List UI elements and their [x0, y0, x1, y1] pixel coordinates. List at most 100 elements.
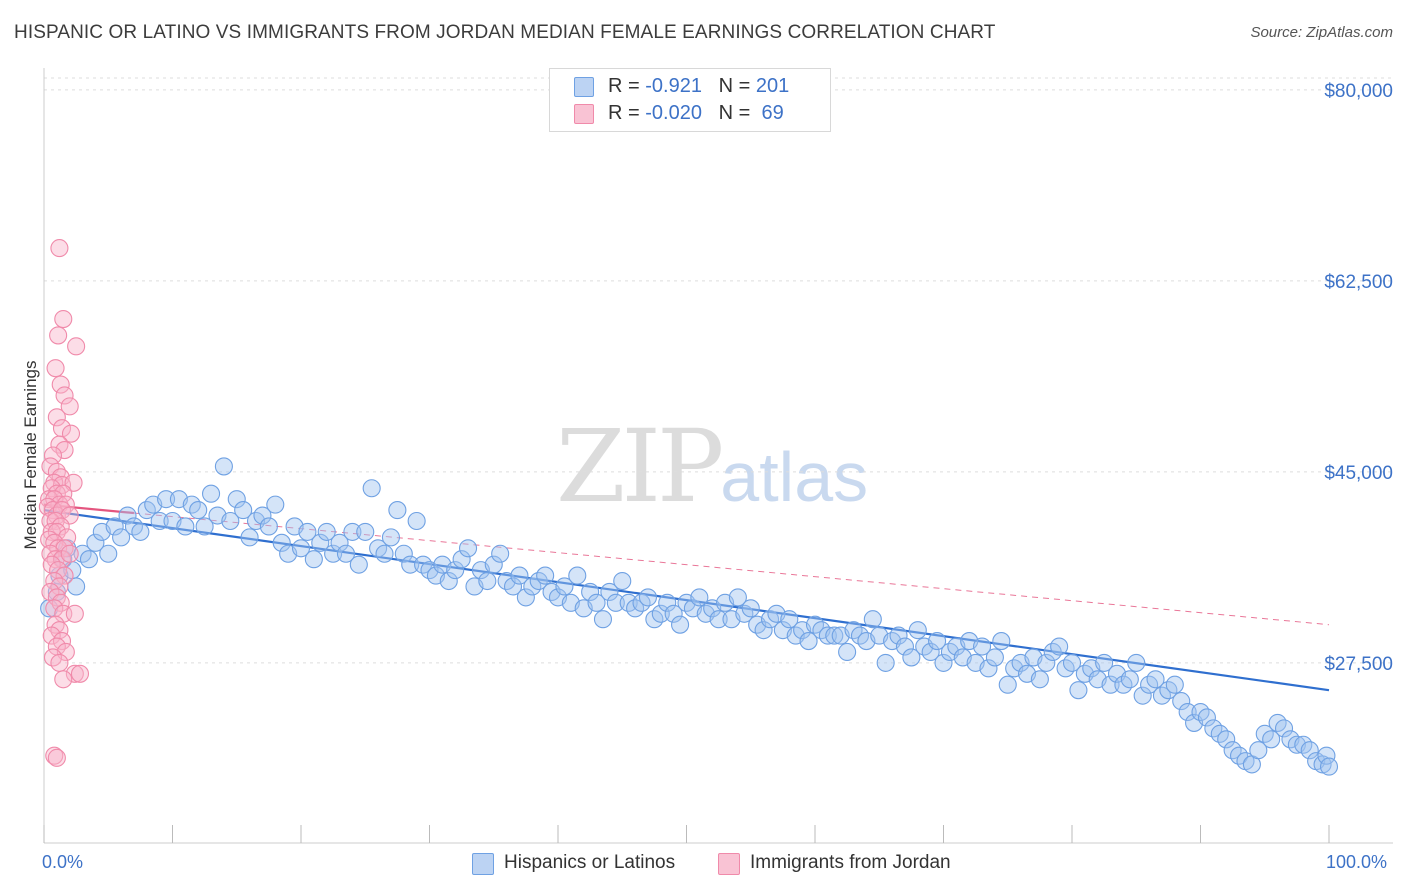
point-hispanic-79	[536, 566, 555, 585]
point-jordan-65	[65, 664, 84, 683]
point-hispanic-26	[195, 517, 214, 536]
point-hispanic-9	[86, 533, 105, 552]
point-hispanic-48	[336, 544, 356, 563]
point-hispanic-167	[1101, 675, 1120, 694]
point-jordan-56	[65, 604, 84, 623]
point-hispanic-44	[311, 533, 330, 552]
point-jordan-2	[49, 326, 68, 345]
x-tick-label-min: 0.0%	[42, 852, 84, 872]
point-jordan-3	[67, 337, 86, 356]
point-hispanic-37	[266, 495, 285, 514]
chart-source: Source: ZipAtlas.com	[1250, 24, 1393, 41]
point-hispanic-91	[613, 571, 632, 591]
y-tick-label-45000: $45,000	[1324, 463, 1393, 484]
point-hispanic-36	[259, 517, 278, 536]
point-hispanic-126	[838, 642, 857, 662]
point-hispanic-139	[921, 642, 940, 662]
point-hispanic-156	[1030, 670, 1049, 689]
point-hispanic-151	[998, 675, 1017, 694]
series-swatch-blue	[472, 853, 494, 875]
data-points	[38, 239, 1339, 776]
point-hispanic-49	[343, 522, 362, 541]
point-hispanic-11	[99, 544, 118, 563]
point-hispanic-35	[253, 506, 272, 525]
point-hispanic-41	[291, 539, 311, 558]
point-hispanic-33	[240, 528, 259, 547]
point-hispanic-194	[1274, 719, 1294, 738]
point-hispanic-103	[690, 588, 709, 607]
y-axis-label-wrap: Median Female Earnings	[16, 300, 46, 620]
point-hispanic-54	[375, 544, 394, 563]
point-hispanic-27	[202, 484, 221, 503]
point-hispanic-99	[664, 604, 683, 623]
y-axis-label: Median Female Earnings	[21, 360, 40, 550]
point-hispanic-25	[189, 501, 208, 520]
point-hispanic-86	[581, 582, 600, 601]
point-jordan-68	[45, 746, 64, 765]
point-hispanic-123	[818, 626, 837, 645]
point-hispanic-185	[1217, 730, 1236, 749]
point-hispanic-177	[1165, 675, 1184, 694]
series-swatch-pink	[718, 853, 740, 875]
point-hispanic-71	[484, 555, 503, 574]
legend-swatch-blue	[574, 77, 594, 97]
point-hispanic-97	[651, 604, 670, 623]
point-jordan-69	[47, 748, 66, 767]
point-jordan-0	[50, 239, 69, 258]
point-hispanic-8	[79, 550, 99, 569]
point-hispanic-84	[568, 566, 587, 585]
legend-r-label-1: R =	[608, 75, 646, 97]
point-hispanic-31	[227, 490, 246, 509]
point-hispanic-23	[176, 517, 195, 536]
y-tick-label-62500: $62,500	[1324, 272, 1393, 293]
point-hispanic-130	[863, 610, 882, 629]
point-hispanic-135	[895, 637, 915, 656]
point-hispanic-90	[606, 593, 625, 612]
legend-swatch-pink	[574, 104, 594, 124]
legend-row-1-text: R = -0.921 N = 201	[608, 75, 789, 98]
point-hispanic-171	[1127, 653, 1146, 672]
point-hispanic-87	[587, 593, 606, 612]
series-label-jordan: Immigrants from Jordan	[750, 852, 951, 873]
y-tick-label-27500: $27,500	[1324, 654, 1393, 675]
point-hispanic-70	[478, 571, 497, 591]
point-hispanic-74	[503, 577, 523, 596]
legend-row-2-text: R = -0.020 N = 69	[608, 102, 784, 125]
point-hispanic-47	[330, 533, 349, 552]
point-jordan-6	[55, 386, 74, 405]
correlation-legend: R = -0.921 N = 201 R = -0.020 N = 69	[549, 68, 831, 132]
point-hispanic-51	[356, 522, 375, 541]
point-hispanic-89	[600, 582, 619, 601]
legend-r-value-1: -0.921	[645, 75, 702, 97]
point-jordan-48	[55, 566, 74, 585]
legend-r-value-2: -0.020	[645, 102, 702, 124]
point-hispanic-50	[349, 555, 368, 574]
point-jordan-20	[42, 479, 61, 498]
point-hispanic-147	[972, 637, 992, 656]
point-hispanic-141	[934, 653, 953, 672]
point-jordan-4	[46, 359, 65, 378]
point-hispanic-150	[992, 632, 1011, 651]
point-hispanic-20	[157, 490, 176, 509]
point-hispanic-136	[902, 648, 921, 667]
trend-line-jordan-dashed	[133, 512, 1330, 626]
point-jordan-7	[60, 397, 79, 416]
point-hispanic-132	[876, 653, 895, 672]
point-hispanic-32	[234, 501, 253, 520]
legend-r-label-2: R =	[608, 102, 646, 124]
legend-n-value-1: 201	[755, 75, 790, 97]
point-hispanic-82	[555, 577, 574, 596]
y-tick-label-80000: $80,000	[1324, 81, 1393, 102]
point-hispanic-46	[324, 544, 343, 563]
point-hispanic-148	[979, 659, 998, 678]
point-hispanic-14	[118, 506, 137, 525]
point-hispanic-42	[298, 522, 317, 541]
chart-title: HISPANIC OR LATINO VS IMMIGRANTS FROM JO…	[14, 22, 996, 43]
point-hispanic-65	[446, 561, 465, 580]
point-jordan-23	[40, 490, 59, 509]
point-hispanic-12	[105, 517, 124, 536]
point-jordan-10	[61, 424, 81, 443]
point-hispanic-124	[825, 626, 844, 645]
point-hispanic-192	[1262, 730, 1281, 749]
